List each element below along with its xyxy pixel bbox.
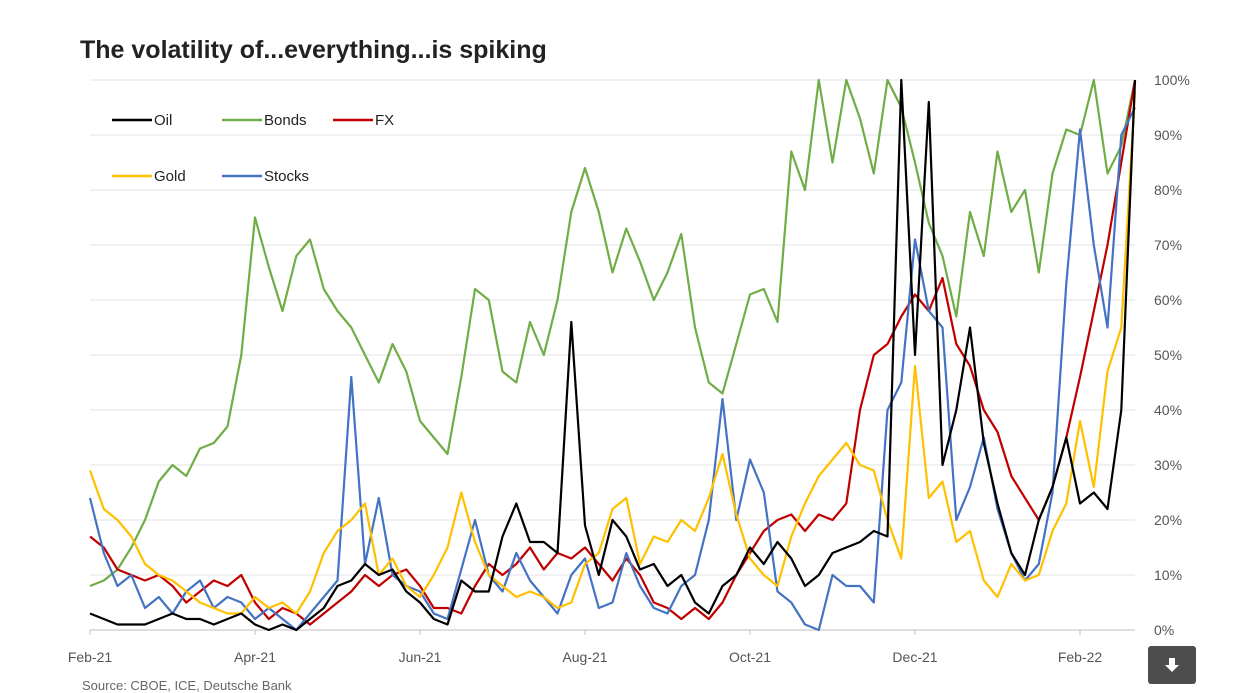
legend-label: Stocks xyxy=(264,168,309,185)
x-tick-label: Feb-21 xyxy=(68,649,113,665)
legend-label: Oil xyxy=(154,112,172,129)
series-line-oil xyxy=(89,78,1137,632)
legend-label: Bonds xyxy=(264,112,307,129)
x-tick-label: Jun-21 xyxy=(399,649,442,665)
y-tick-label: 0% xyxy=(1154,622,1174,638)
series-line-fx xyxy=(89,79,1137,626)
legend-label: FX xyxy=(375,112,394,129)
download-button[interactable] xyxy=(1148,646,1196,684)
gridlines xyxy=(90,79,1135,631)
series-line-stocks xyxy=(88,107,1136,632)
y-tick-label: 60% xyxy=(1154,292,1182,308)
download-icon xyxy=(1165,658,1179,672)
x-tick-label: Feb-22 xyxy=(1058,649,1103,665)
legend-label: Gold xyxy=(154,168,186,185)
series-line-bonds xyxy=(89,78,1137,588)
legend-item-bonds: Bonds xyxy=(222,112,307,129)
y-tick-label: 30% xyxy=(1154,457,1182,473)
y-tick-label: 70% xyxy=(1154,237,1182,253)
series-line-gold xyxy=(88,90,1137,615)
y-tick-label: 90% xyxy=(1154,127,1182,143)
x-tick-label: Dec-21 xyxy=(892,649,937,665)
y-axis: 0% 10% 20% 30% 40% 50% 60% 70% 80% 90% 100% xyxy=(1154,72,1190,638)
y-tick-label: 20% xyxy=(1154,512,1182,528)
x-tick-label: Aug-21 xyxy=(562,649,607,665)
source-note: Source: CBOE, ICE, Deutsche Bank xyxy=(82,678,292,693)
legend-item-fx: FX xyxy=(333,112,394,129)
legend-item-oil: Oil xyxy=(112,112,172,129)
y-tick-label: 100% xyxy=(1154,72,1190,88)
legend: Oil Bonds FX Gold Stocks xyxy=(112,112,394,185)
y-tick-label: 50% xyxy=(1154,347,1182,363)
legend-item-gold: Gold xyxy=(112,168,186,185)
x-axis: Feb-21 Apr-21 Jun-21 Aug-21 Oct-21 Dec-21 Feb-… xyxy=(68,630,1103,665)
y-tick-label: 10% xyxy=(1154,567,1182,583)
y-tick-label: 80% xyxy=(1154,182,1182,198)
series-lines xyxy=(88,78,1137,632)
x-tick-label: Oct-21 xyxy=(729,649,771,665)
chart-title: The volatility of...everything...is spik… xyxy=(80,36,547,64)
y-tick-label: 40% xyxy=(1154,402,1182,418)
x-tick-label: Apr-21 xyxy=(234,649,276,665)
legend-item-stocks: Stocks xyxy=(222,168,309,185)
